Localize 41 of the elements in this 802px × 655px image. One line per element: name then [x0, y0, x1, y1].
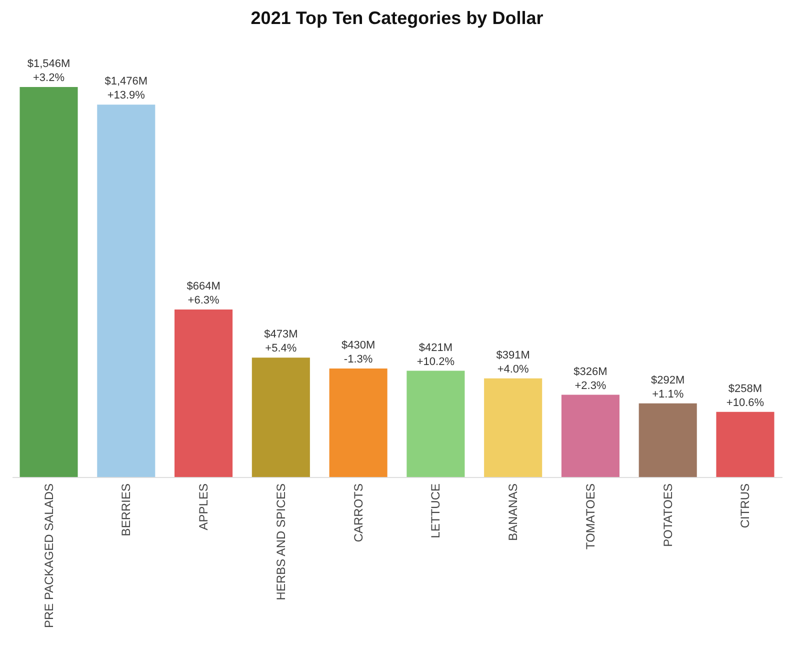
bar: [329, 368, 388, 477]
annotation: +5.4%: [265, 342, 297, 355]
x-tick-label: CITRUS: [738, 484, 752, 528]
x-tick-label: PRE PACKAGED SALADS: [42, 484, 56, 628]
bar: [97, 104, 156, 477]
x-tick-label: POTATOES: [660, 484, 675, 547]
data-label: $1,476M: [104, 76, 148, 88]
data-label: $473M: [264, 328, 298, 341]
x-tick-label: TOMATOES: [583, 484, 598, 550]
bar: [716, 412, 774, 477]
x-tick-label: CARROTS: [351, 484, 366, 542]
x-tick-label: HERBS AND SPICES: [274, 484, 288, 600]
data-label: $664M: [186, 280, 220, 292]
annotation: +3.2%: [33, 72, 65, 84]
annotation: +6.3%: [188, 294, 220, 306]
x-tick-label: BANANAS: [506, 484, 520, 541]
data-label: $421M: [418, 342, 453, 354]
bar: [406, 370, 465, 477]
data-label: $391M: [496, 349, 530, 362]
annotation: +10.6%: [726, 396, 764, 409]
bar: [174, 309, 233, 477]
annotation: +1.1%: [652, 388, 684, 400]
annotation: +13.9%: [107, 90, 146, 102]
x-tick-label: BERRIES: [119, 484, 134, 536]
bar: [638, 403, 697, 477]
chart-title: 2021 Top Ten Categories by Dollar: [250, 8, 544, 28]
data-label: $326M: [574, 366, 608, 378]
data-label: $292M: [651, 374, 685, 386]
bar: [561, 394, 620, 477]
bar: [252, 358, 310, 477]
x-tick-label: APPLES: [196, 484, 211, 530]
bar: [484, 378, 542, 477]
data-label: $430M: [341, 340, 376, 352]
data-label: $1,546M: [27, 58, 70, 70]
annotation: +4.0%: [497, 363, 530, 376]
annotation: +2.3%: [574, 380, 606, 392]
annotation: +10.2%: [416, 356, 455, 368]
x-tick-label: LETTUCE: [428, 484, 443, 538]
data-label: $258M: [728, 382, 762, 395]
bar: [20, 87, 78, 477]
annotation: -1.3%: [344, 354, 373, 366]
